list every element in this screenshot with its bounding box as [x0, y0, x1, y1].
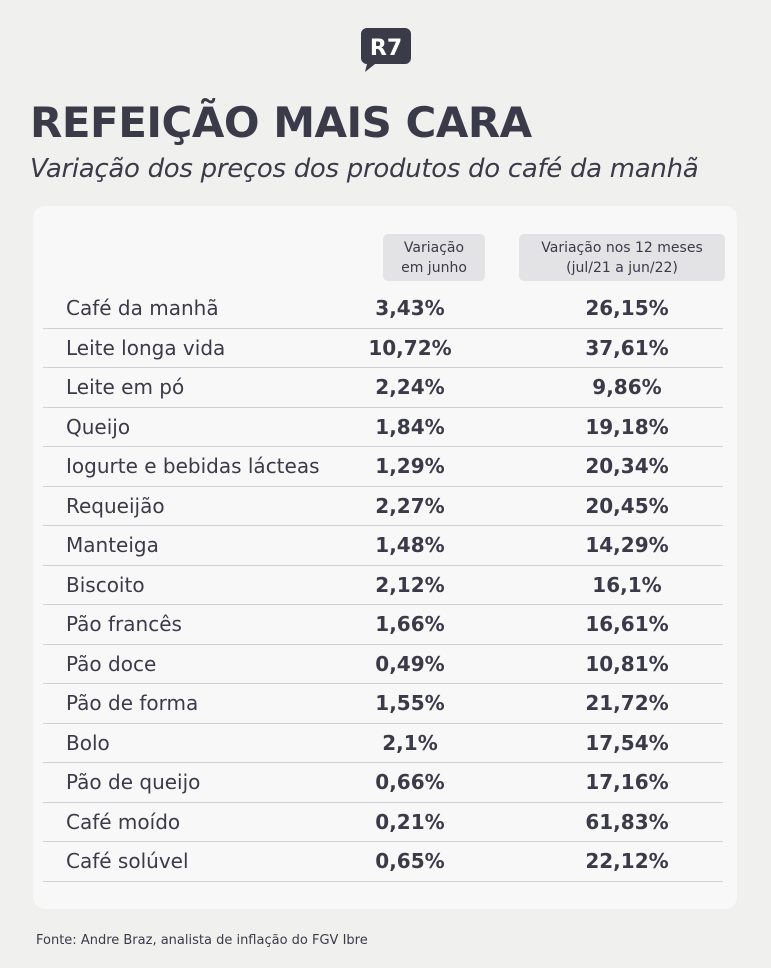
june-variation-value: 0,21%: [375, 809, 445, 834]
table-row: Pão de forma 1,55% 21,72%: [43, 684, 723, 724]
june-variation-value: 1,29%: [375, 454, 445, 478]
page-title: REFEIÇÃO MAIS CARA: [30, 98, 532, 147]
row-label: Leite em pó: [66, 375, 185, 399]
june-variation-value: 1,55%: [375, 691, 445, 715]
source-note: Fonte: Andre Braz, analista de inflação …: [36, 933, 368, 948]
column-header-june: Variação em junho: [383, 234, 485, 281]
june-variation-value: 1,48%: [375, 533, 445, 557]
row-label: Café da manhã: [66, 296, 219, 320]
june-variation-value: 2,24%: [375, 375, 445, 399]
column-header-12-months-line-2: (jul/21 a jun/22): [566, 259, 678, 276]
table-row: Pão doce 0,49% 10,81%: [43, 645, 723, 684]
twelve-month-variation-value: 61,83%: [585, 809, 669, 834]
table-row: Bolo 2,1% 17,54%: [43, 724, 723, 763]
column-header-12-months-line-1: Variação nos 12 meses: [541, 239, 703, 256]
table-row: Requeijão 2,27% 20,45%: [43, 487, 723, 526]
twelve-month-variation-value: 14,29%: [585, 533, 669, 557]
row-label: Bolo: [66, 730, 110, 755]
twelve-month-variation-value: 17,16%: [585, 770, 669, 794]
table-row: Biscoito 2,12% 16,1%: [43, 566, 723, 605]
row-label: Pão doce: [66, 651, 157, 676]
twelve-month-variation-value: 16,61%: [585, 612, 669, 636]
column-header-june-line-1: Variação: [403, 239, 465, 256]
row-label: Queijo: [66, 414, 131, 439]
row-label: Café solúvel: [66, 849, 189, 873]
june-variation-value: 1,66%: [375, 612, 445, 636]
twelve-month-variation-value: 9,86%: [592, 375, 662, 399]
r7-logo-text: R7: [370, 36, 402, 61]
table-row: Leite longa vida 10,72% 37,61%: [43, 329, 723, 368]
twelve-month-variation-value: 16,1%: [592, 572, 662, 597]
table-row: Pão francês 1,66% 16,61%: [43, 605, 723, 645]
page-subtitle: Variação dos preços dos produtos do café…: [30, 154, 699, 184]
row-label: Manteiga: [66, 533, 159, 557]
table-row: Café moído 0,21% 61,83%: [43, 803, 723, 842]
price-table-card: Variação em junho Variação nos 12 meses …: [33, 206, 737, 909]
twelve-month-variation-value: 37,61%: [585, 335, 669, 360]
june-variation-value: 2,12%: [375, 572, 445, 597]
june-variation-value: 3,43%: [375, 296, 445, 320]
row-label: Iogurte e bebidas lácteas: [66, 454, 320, 478]
table-row: Leite em pó 2,24% 9,86%: [43, 368, 723, 408]
twelve-month-variation-value: 22,12%: [585, 849, 669, 873]
june-variation-value: 2,1%: [382, 730, 438, 755]
row-label: Requeijão: [66, 493, 165, 518]
table-row: Pão de queijo 0,66% 17,16%: [43, 763, 723, 803]
june-variation-value: 2,27%: [375, 493, 445, 518]
table-row: Café da manhã 3,43% 26,15%: [43, 289, 723, 329]
row-label: Leite longa vida: [66, 335, 226, 360]
twelve-month-variation-value: 20,45%: [585, 493, 669, 518]
column-header-june-line-2: em junho: [401, 259, 467, 276]
table-row: Café solúvel 0,65% 22,12%: [43, 842, 723, 882]
row-label: Biscoito: [66, 572, 145, 597]
june-variation-value: 0,66%: [375, 770, 445, 794]
twelve-month-variation-value: 26,15%: [585, 296, 669, 320]
table-row: Iogurte e bebidas lácteas 1,29% 20,34%: [43, 447, 723, 487]
twelve-month-variation-value: 17,54%: [585, 730, 669, 755]
table-row: Queijo 1,84% 19,18%: [43, 408, 723, 447]
twelve-month-variation-value: 19,18%: [585, 414, 669, 439]
twelve-month-variation-value: 20,34%: [585, 454, 669, 478]
table-row: Manteiga 1,48% 14,29%: [43, 526, 723, 566]
r7-logo: R7: [361, 28, 411, 72]
row-label: Pão francês: [66, 612, 182, 636]
june-variation-value: 10,72%: [368, 335, 452, 360]
june-variation-value: 0,49%: [375, 651, 445, 676]
table-body: Café da manhã 3,43% 26,15% Leite longa vida…: [43, 289, 723, 882]
row-label: Café moído: [66, 809, 181, 834]
june-variation-value: 0,65%: [375, 849, 445, 873]
june-variation-value: 1,84%: [375, 414, 445, 439]
column-header-12-months: Variação nos 12 meses (jul/21 a jun/22): [519, 234, 725, 281]
row-label: Pão de queijo: [66, 770, 201, 794]
twelve-month-variation-value: 21,72%: [585, 691, 669, 715]
row-label: Pão de forma: [66, 691, 199, 715]
twelve-month-variation-value: 10,81%: [585, 651, 669, 676]
